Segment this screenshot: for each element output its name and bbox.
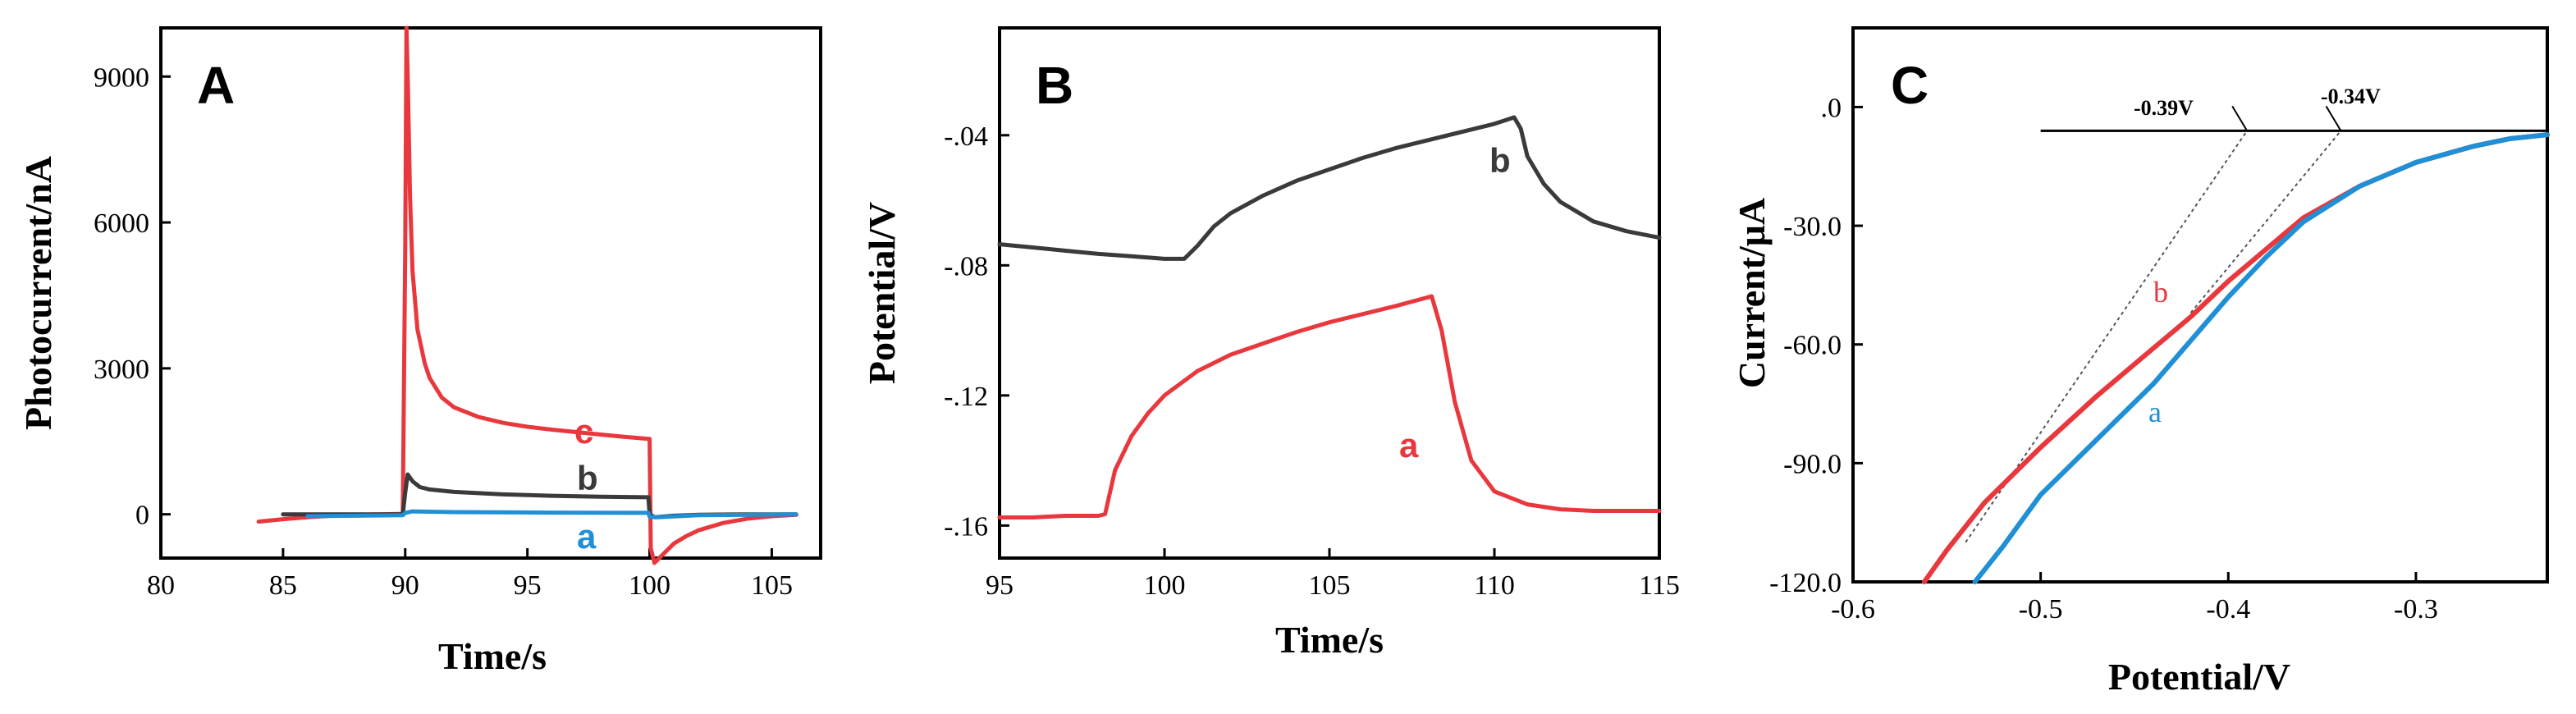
panel-a-xlabel: Time/s — [438, 635, 547, 677]
panel-c-series — [1921, 132, 2550, 584]
panel-c-ytick-label: -30.0 — [1783, 212, 1842, 242]
panel-b-ytick-label: -.16 — [944, 511, 988, 542]
panel-a-label-c: c — [574, 412, 593, 451]
panel-a-ytick-label: 0 — [135, 501, 149, 531]
panel-b-series-a — [997, 294, 1662, 519]
panel-c-xtick-label: -0.5 — [2019, 594, 2063, 625]
panel-c-xtick-label: -0.3 — [2394, 594, 2438, 625]
panel-b: 95 100 105 110 115-.16-.12-.08-.04 B Time/s … — [861, 26, 1680, 661]
panel-a-xtick-label: 100 — [629, 570, 670, 601]
panel-b-xtick-label: 110 — [1474, 570, 1515, 601]
panel-a-label-a: a — [577, 517, 597, 556]
panel-b-ytick-label: -.04 — [944, 121, 988, 152]
panel-a-series-c — [256, 25, 798, 565]
panel-a-ytick-label: 6000 — [94, 208, 149, 239]
panel-a-frame — [159, 26, 822, 560]
panel-b-xlabel: Time/s — [1275, 619, 1384, 661]
panel-c-tangent-1 — [2189, 130, 2342, 314]
panel-b-ticks: 95 100 105 110 115 -.16 -.12 -.08 -.04 — [944, 121, 1680, 601]
panel-c-ytick-label: -60.0 — [1783, 331, 1842, 361]
panel-a-xtick-label: 80 — [147, 570, 175, 601]
panel-b-ytick-label: -.08 — [944, 251, 988, 281]
panel-c-xlabel: Potential/V — [2108, 656, 2290, 698]
panel-c-extras — [1965, 105, 2547, 543]
panel-c-annotation-0.34: -0.34V — [2321, 85, 2381, 108]
panel-a-series-a — [305, 509, 798, 519]
panel-c-label-b: b — [2153, 276, 2168, 309]
panel-b-xtick-label: 100 — [1144, 570, 1186, 601]
panel-a-xtick-label: 85 — [269, 570, 297, 601]
panel-a-xtick-label: 105 — [751, 570, 793, 601]
panel-c-letter: C — [1891, 56, 1929, 115]
panel-b-label-b: b — [1489, 141, 1511, 180]
panel-c-ytick-label: .0 — [1821, 93, 1842, 123]
panel-b-xtick-label: 115 — [1639, 570, 1680, 601]
panel-c-ticks: -0.6 -0.5 -0.4 -0.3 .0 -30.0 -60.0 -90.0 -120.0 — [1769, 93, 2438, 625]
panel-b-label-a: a — [1399, 426, 1419, 465]
panel-c-xtick-label: -0.6 — [1831, 594, 1875, 625]
panel-c-ytick-label: -120.0 — [1769, 568, 1842, 598]
panel-c-annotation-0.39: -0.39V — [2134, 96, 2194, 120]
panel-c-series-b — [1921, 132, 2550, 584]
panel-b-ytick-label: -.12 — [944, 382, 988, 412]
panel-c-label-a: a — [2148, 396, 2162, 428]
panel-a-xtick-label: 90 — [391, 570, 419, 601]
panel-b-ylabel: Potential/V — [861, 202, 903, 384]
panel-a-ylabel: Photocurrent/nA — [17, 156, 59, 430]
panel-c-ytick-label: -90.0 — [1783, 449, 1842, 479]
panel-c-frame — [1851, 26, 2549, 584]
panel-b-series — [997, 115, 1662, 519]
panel-a-letter: A — [197, 56, 235, 115]
panel-c-xtick-label: -0.4 — [2206, 594, 2250, 625]
panel-a-label-b: b — [577, 459, 598, 497]
panel-b-letter: B — [1036, 56, 1073, 115]
panel-b-xtick-label: 95 — [986, 570, 1013, 601]
panel-a-xtick-label: 95 — [514, 570, 542, 601]
panel-a-series — [256, 25, 798, 565]
panel-c: -0.6 -0.5 -0.4 -0.3.0-30.0-60.0-90.0-120.0 … — [1731, 26, 2550, 698]
panel-a-ytick-label: 3000 — [94, 355, 149, 385]
panel-c-annotation-pointer-0 — [2231, 105, 2249, 131]
panel-a: 80 85 90 95 100 105 0 3000 6000 9000 A Time/s Pho… — [17, 25, 822, 677]
panel-c-tangent-0 — [1965, 130, 2248, 543]
panel-a-ytick-label: 9000 — [94, 62, 149, 93]
panel-c-annotation-pointer-1 — [2325, 105, 2342, 131]
panel-a-ticks: 80 85 90 95 100 105 0 3000 6000 9000 — [94, 62, 793, 601]
panel-c-ylabel: Current/μA — [1731, 198, 1773, 388]
panel-b-xtick-label: 105 — [1309, 570, 1351, 601]
panel-b-frame — [998, 26, 1661, 560]
panel-c-series-a — [1972, 132, 2550, 584]
panel-b-series-b — [997, 115, 1662, 261]
